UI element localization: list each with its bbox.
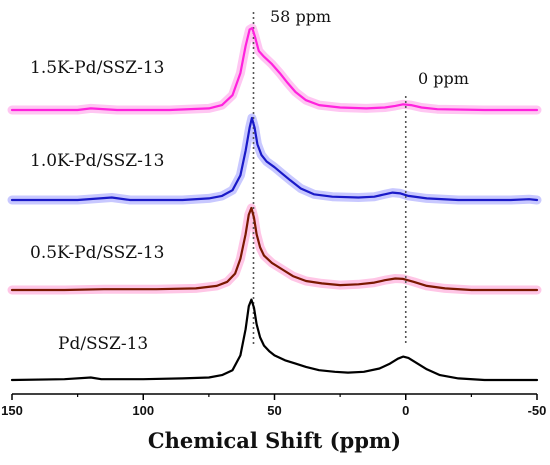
series-traces <box>10 26 539 382</box>
series-line-2 <box>10 206 539 292</box>
annotation-1: 0 ppm <box>418 69 469 88</box>
series-line-3 <box>10 298 539 382</box>
x-axis-ticks: 150 100 50 0 -50 <box>1 394 546 418</box>
series-label-3: Pd/SSZ-13 <box>58 334 148 354</box>
annotations: 58 ppm 0 ppm <box>270 7 469 88</box>
x-tick-label-1: 100 <box>132 403 154 418</box>
x-tick-label-0: 150 <box>1 403 23 418</box>
annotation-0: 58 ppm <box>270 7 331 26</box>
series-line-1 <box>10 116 539 202</box>
x-tick-label-3: 0 <box>402 403 409 418</box>
series-label-2: 0.5K-Pd/SSZ-13 <box>30 243 164 263</box>
x-tick-label-2: 50 <box>267 403 281 418</box>
series-label-0: 1.5K-Pd/SSZ-13 <box>30 58 164 78</box>
series-line-0 <box>10 26 539 112</box>
reference-lines <box>252 12 407 345</box>
x-tick-label-4: -50 <box>528 403 547 418</box>
series-label-1: 1.0K-Pd/SSZ-13 <box>30 151 164 171</box>
series-labels: 1.5K-Pd/SSZ-13 1.0K-Pd/SSZ-13 0.5K-Pd/SSZ-… <box>30 58 164 354</box>
x-axis-title: Chemical Shift (ppm) <box>148 428 401 453</box>
